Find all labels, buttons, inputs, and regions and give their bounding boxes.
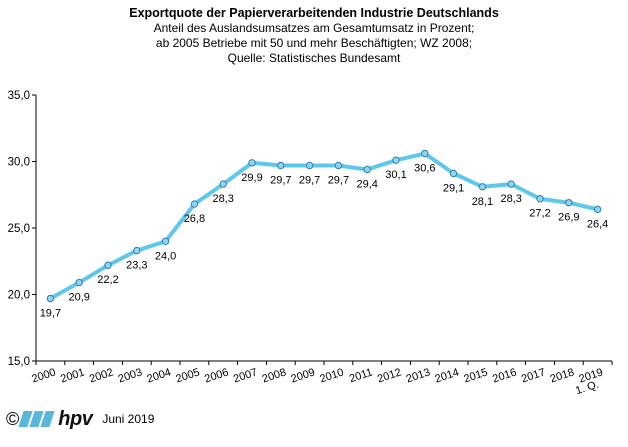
chart-subtitle-line-3: Quelle: Statistisches Bundesamt — [227, 51, 401, 65]
chart-subtitle-line-2: ab 2005 Betriebe mit 50 und mehr Beschäf… — [155, 36, 473, 50]
data-point — [104, 261, 112, 269]
x-tick-label: 2009 — [290, 366, 317, 385]
x-tick-label: 2010 — [318, 366, 345, 385]
x-tick-label: 2004 — [146, 366, 173, 385]
data-point — [449, 169, 458, 178]
data-label: 29,7 — [328, 174, 349, 186]
data-label: 26,8 — [184, 213, 205, 225]
x-tick-label: 2005 — [174, 366, 201, 385]
x-tick-label: 2002 — [88, 366, 115, 385]
data-point — [334, 161, 343, 170]
data-point — [392, 156, 400, 164]
y-tick-label: 15,0 — [8, 356, 30, 368]
data-point — [219, 180, 227, 188]
x-tick-label: 2012 — [376, 366, 403, 385]
x-tick-label: 2008 — [261, 366, 288, 385]
x-tick-label: 2001 — [59, 366, 86, 385]
data-label: 30,6 — [414, 163, 435, 175]
footer-date: Juni 2019 — [102, 412, 155, 426]
x-tick-label: 2016 — [491, 366, 518, 385]
data-label: 28,1 — [472, 196, 493, 208]
series-line — [48, 151, 600, 301]
x-tick-label: 2006 — [203, 366, 230, 385]
data-point — [593, 205, 602, 214]
data-point — [305, 161, 314, 170]
chart-title: Exportquote der Papierverarbeitenden Ind… — [129, 6, 499, 20]
x-tick-label: 2014 — [434, 366, 461, 385]
data-label: 23,3 — [126, 260, 147, 272]
data-point — [421, 149, 429, 158]
x-tick-sublabel: 1. Q. — [574, 378, 600, 397]
y-tick-label: 30,0 — [8, 157, 30, 169]
data-label: 29,4 — [356, 178, 377, 190]
data-label: 22,2 — [97, 274, 118, 286]
hpv-logo-stripes-icon — [18, 411, 55, 427]
x-tick-label: 2013 — [405, 366, 432, 385]
data-point — [46, 294, 55, 303]
data-point — [190, 200, 199, 208]
x-tick-label: 2017 — [520, 366, 547, 385]
data-label: 29,9 — [241, 172, 262, 184]
chart-title-block: Exportquote der Papierverarbeitenden Ind… — [0, 6, 628, 66]
data-point — [565, 199, 573, 207]
hpv-logo-text: hpv — [58, 407, 93, 430]
x-tick-label: 2003 — [117, 366, 144, 385]
data-label: 28,3 — [500, 193, 521, 205]
x-tick-label: 2015 — [462, 366, 489, 385]
data-label: 30,1 — [385, 169, 406, 181]
data-point — [133, 246, 141, 255]
data-label: 26,9 — [558, 212, 579, 224]
data-point — [478, 183, 487, 191]
data-label: 24,0 — [155, 250, 176, 262]
data-label: 26,4 — [587, 218, 608, 230]
x-tick-label: 2007 — [232, 366, 259, 385]
data-point — [277, 161, 285, 170]
data-label: 29,7 — [299, 174, 320, 186]
y-tick-label: 25,0 — [8, 223, 30, 235]
data-label: 29,1 — [443, 182, 464, 194]
data-point — [161, 237, 170, 246]
data-label: 29,7 — [270, 174, 291, 186]
data-point — [536, 195, 544, 203]
copyright-symbol: © — [6, 408, 20, 429]
data-label: 27,2 — [529, 208, 550, 220]
footer: © hpv Juni 2019 — [6, 408, 154, 430]
data-point — [507, 180, 515, 188]
x-tick-label: 2011 — [348, 366, 374, 385]
x-tick-label: 2018 — [549, 366, 576, 385]
data-label: 20,9 — [68, 292, 89, 304]
line-chart: 15,0 20,0 25,0 30,0 35,0 2000 2001 2002 2003 2004… — [8, 90, 613, 397]
y-tick-label: 20,0 — [8, 290, 30, 302]
data-point — [75, 278, 83, 287]
data-point — [363, 165, 371, 174]
data-label: 19,7 — [40, 307, 61, 319]
chart-subtitle-line-1: Anteil des Auslandsumsatzes am Gesamtums… — [153, 21, 475, 35]
x-tick-label: 2000 — [30, 366, 57, 385]
data-label: 28,3 — [212, 193, 233, 205]
data-point — [248, 159, 256, 167]
y-tick-label: 35,0 — [8, 90, 30, 102]
